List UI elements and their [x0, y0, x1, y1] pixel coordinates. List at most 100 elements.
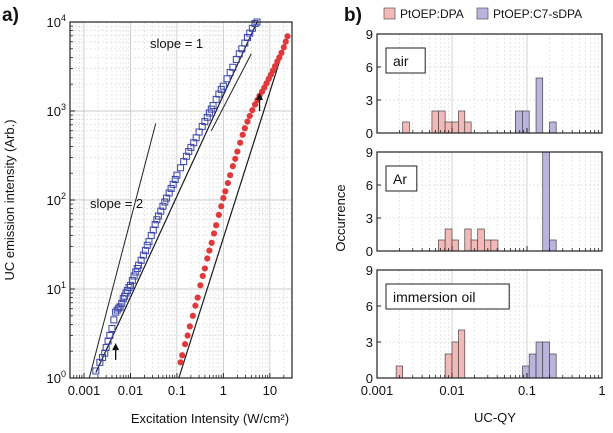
data-point-circle [222, 188, 229, 195]
data-point-square [126, 281, 134, 289]
slope-guide-line [88, 123, 157, 379]
data-point-circle [197, 282, 204, 289]
data-point-circle [278, 49, 285, 56]
data-point-square [153, 216, 161, 224]
data-point-circle [241, 125, 248, 132]
data-point-circle [232, 155, 239, 162]
y-tick-label: 3 [366, 93, 373, 108]
y-tick-label: 101 [47, 280, 66, 297]
data-point-circle [218, 203, 225, 210]
data-point-square [141, 247, 149, 255]
subplot-frame [376, 151, 603, 252]
panel-a-data-points [92, 18, 291, 375]
histogram-bar [438, 239, 446, 252]
panel-a: a) 0.001 0.01 0.1 1 10 100 101 102 103 104 slope … [2, 5, 293, 426]
legend-label: PtOEP:DPA [400, 7, 464, 21]
x-tick-label: 10 [263, 383, 277, 398]
data-point-square [201, 118, 209, 126]
panel-b-legend: PtOEP:DPA PtOEP:C7-sDPA [383, 7, 582, 21]
histogram-subplot-1: 0 3 6 9 air [366, 27, 603, 141]
histogram-bar [451, 121, 459, 134]
data-point-square [190, 139, 198, 147]
data-point-square [243, 33, 251, 41]
data-point-square [139, 251, 147, 259]
arrow-head [256, 93, 264, 101]
data-point-square [110, 316, 118, 324]
data-point-circle [246, 112, 253, 120]
legend-label: PtOEP:C7-sDPA [493, 7, 582, 21]
data-point-circle [239, 131, 246, 138]
y-tick-label: 9 [366, 145, 373, 160]
data-point-square [203, 113, 211, 121]
condition-box [385, 165, 418, 192]
data-point-square [92, 367, 100, 375]
data-point-square [143, 241, 151, 249]
data-point-circle [189, 312, 196, 319]
data-point-square [159, 202, 167, 210]
y-tick-label: 3 [366, 335, 373, 350]
x-tick-label: 0.001 [361, 383, 394, 398]
data-point-circle [251, 101, 259, 108]
histogram-bar [402, 121, 410, 134]
data-point-square [145, 238, 153, 246]
panel-a-x-axis-label: Excitation Intensity (W/cm²) [131, 411, 289, 426]
y-tick-label: 6 [366, 60, 373, 75]
data-point-square [151, 221, 159, 229]
x-tick-label: 0.1 [518, 383, 536, 398]
data-point-square [223, 75, 231, 83]
panel-b-y-axis-label: Occurrence [333, 184, 348, 251]
data-point-square [165, 189, 173, 197]
condition-label: Ar [393, 171, 407, 187]
data-point-circle [204, 255, 211, 262]
data-point-square [108, 324, 116, 332]
data-point-circle [215, 211, 222, 219]
x-tick-label: 0.1 [168, 383, 186, 398]
histogram-bar [542, 341, 550, 379]
data-point-circle [224, 179, 231, 187]
data-point-square [173, 171, 181, 179]
data-point-square [147, 231, 155, 239]
histogram-subplot-2: 0 3 6 9 Ar [366, 145, 603, 259]
histogram-bar [464, 228, 472, 252]
legend-swatch [476, 7, 489, 20]
panel-a-guide-lines [88, 53, 252, 379]
y-tick-label: 0 [366, 371, 373, 386]
data-point-square [229, 63, 237, 71]
histogram-bar [542, 151, 550, 252]
histogram-bar [458, 329, 466, 379]
slope-2-annotation: slope = 2 [90, 196, 143, 211]
data-point-square [98, 353, 106, 361]
legend-swatch [383, 7, 396, 20]
data-point-circle [280, 44, 287, 51]
histogram-bar [451, 239, 459, 252]
data-point-circle [210, 230, 218, 237]
condition-label: air [393, 53, 409, 69]
histogram-bar [464, 121, 472, 134]
fit-line [178, 36, 289, 379]
histogram-bar [535, 77, 544, 134]
y-tick-label: 0 [366, 244, 373, 259]
histogram-bar [549, 121, 557, 134]
data-point-square [106, 332, 114, 340]
condition-box [385, 47, 426, 74]
histogram-bar [438, 110, 446, 134]
subplot-frame [376, 33, 603, 134]
data-point-square [132, 268, 140, 276]
x-tick-label: 1 [598, 383, 605, 398]
data-point-square [251, 20, 259, 28]
data-point-square [182, 152, 190, 160]
data-point-circle [284, 33, 291, 40]
data-point-circle [229, 163, 236, 170]
histogram-bar [549, 239, 557, 252]
data-point-circle [179, 352, 186, 359]
data-point-square [130, 272, 138, 280]
histogram-subplot-3: 0 3 6 9 immersion oil [366, 263, 603, 386]
data-point-circle [244, 118, 251, 125]
panel-a-y-axis-label: UC emission intensity (Arb.) [2, 119, 17, 280]
data-point-circle [282, 38, 289, 45]
data-point-square [154, 212, 162, 220]
histogram-bar [515, 110, 523, 134]
data-point-circle [201, 265, 208, 272]
histogram-bar [444, 353, 453, 379]
